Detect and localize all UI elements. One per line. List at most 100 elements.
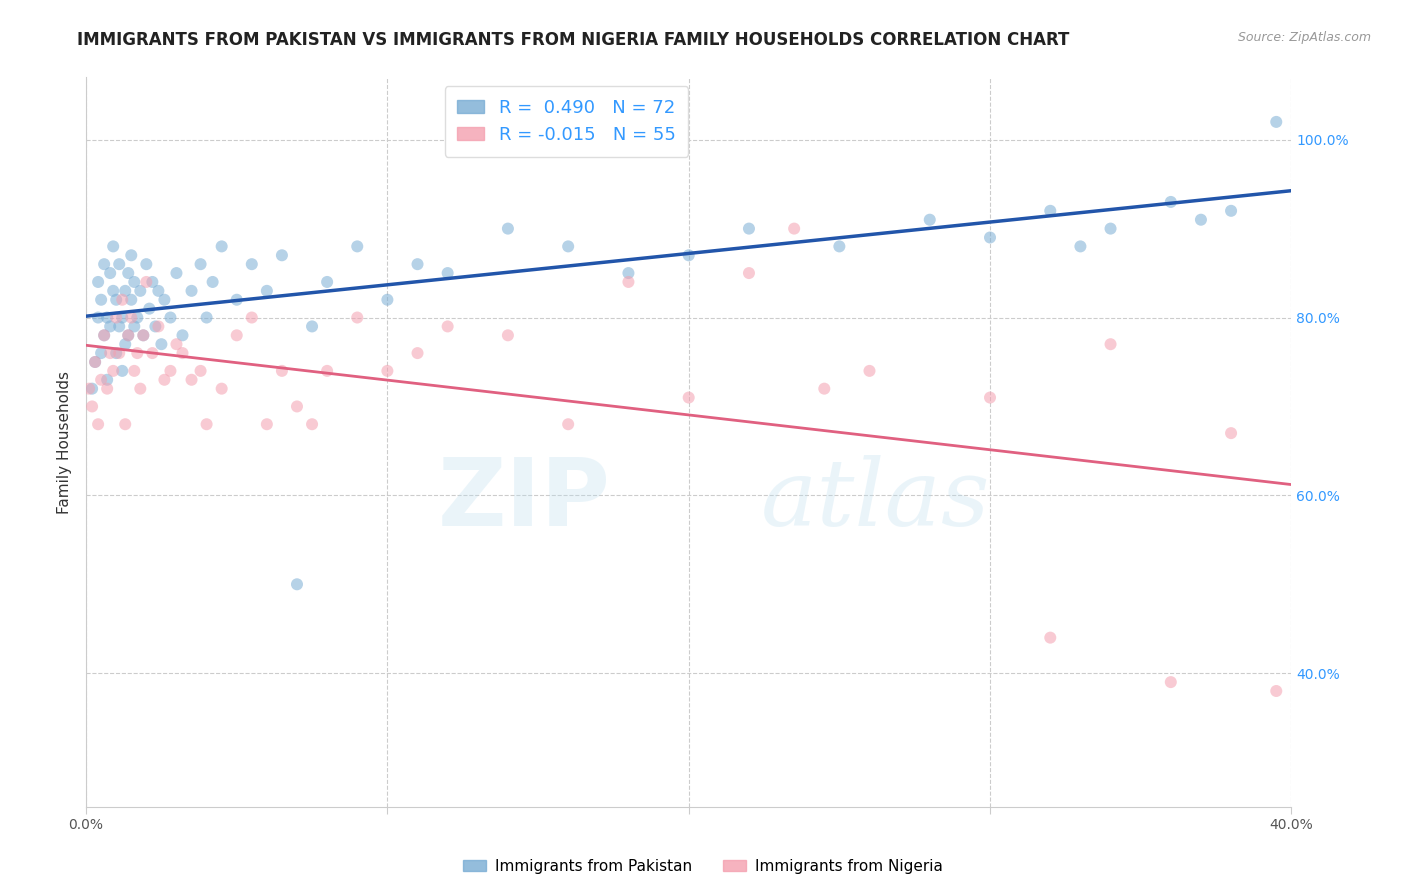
Point bbox=[114, 284, 136, 298]
Point bbox=[406, 257, 429, 271]
Point bbox=[918, 212, 941, 227]
Point bbox=[1099, 221, 1122, 235]
Point bbox=[979, 391, 1001, 405]
Point bbox=[90, 293, 112, 307]
Point bbox=[159, 364, 181, 378]
Point bbox=[111, 293, 134, 307]
Point bbox=[117, 328, 139, 343]
Point bbox=[96, 310, 118, 325]
Y-axis label: Family Households: Family Households bbox=[58, 370, 72, 514]
Point bbox=[678, 248, 700, 262]
Point bbox=[1160, 194, 1182, 209]
Point bbox=[1039, 631, 1062, 645]
Point bbox=[738, 266, 761, 280]
Point bbox=[120, 310, 142, 325]
Point bbox=[377, 364, 399, 378]
Point bbox=[98, 346, 121, 360]
Point bbox=[211, 382, 233, 396]
Point bbox=[120, 248, 142, 262]
Point bbox=[496, 221, 519, 235]
Point bbox=[98, 319, 121, 334]
Point bbox=[496, 328, 519, 343]
Point bbox=[150, 337, 173, 351]
Point bbox=[813, 382, 835, 396]
Point bbox=[111, 310, 134, 325]
Point bbox=[141, 346, 163, 360]
Point bbox=[141, 275, 163, 289]
Point bbox=[172, 328, 194, 343]
Point bbox=[138, 301, 160, 316]
Point bbox=[285, 577, 308, 591]
Point bbox=[117, 328, 139, 343]
Point bbox=[271, 364, 294, 378]
Point bbox=[96, 382, 118, 396]
Point bbox=[858, 364, 880, 378]
Point bbox=[195, 417, 218, 432]
Point bbox=[436, 266, 458, 280]
Point bbox=[180, 373, 202, 387]
Point bbox=[111, 364, 134, 378]
Point bbox=[145, 319, 167, 334]
Point bbox=[190, 257, 212, 271]
Point bbox=[617, 275, 640, 289]
Point bbox=[124, 364, 146, 378]
Point bbox=[557, 417, 579, 432]
Point bbox=[166, 266, 188, 280]
Point bbox=[105, 310, 128, 325]
Point bbox=[738, 221, 761, 235]
Point bbox=[105, 346, 128, 360]
Point bbox=[93, 328, 115, 343]
Point bbox=[285, 400, 308, 414]
Point bbox=[190, 364, 212, 378]
Point bbox=[256, 284, 278, 298]
Point bbox=[98, 266, 121, 280]
Point bbox=[120, 293, 142, 307]
Point bbox=[346, 239, 368, 253]
Point bbox=[114, 417, 136, 432]
Point bbox=[96, 373, 118, 387]
Text: ZIP: ZIP bbox=[437, 454, 610, 546]
Point bbox=[148, 319, 170, 334]
Point bbox=[406, 346, 429, 360]
Point bbox=[87, 310, 110, 325]
Point bbox=[1265, 684, 1288, 698]
Point bbox=[617, 266, 640, 280]
Point bbox=[678, 391, 700, 405]
Text: Source: ZipAtlas.com: Source: ZipAtlas.com bbox=[1237, 31, 1371, 45]
Point bbox=[979, 230, 1001, 244]
Point bbox=[127, 310, 149, 325]
Point bbox=[240, 257, 263, 271]
Point bbox=[127, 346, 149, 360]
Point bbox=[557, 239, 579, 253]
Point bbox=[82, 400, 104, 414]
Legend: Immigrants from Pakistan, Immigrants from Nigeria: Immigrants from Pakistan, Immigrants fro… bbox=[457, 853, 949, 880]
Point bbox=[103, 364, 125, 378]
Point bbox=[1099, 337, 1122, 351]
Point bbox=[346, 310, 368, 325]
Point bbox=[129, 284, 152, 298]
Text: IMMIGRANTS FROM PAKISTAN VS IMMIGRANTS FROM NIGERIA FAMILY HOUSEHOLDS CORRELATIO: IMMIGRANTS FROM PAKISTAN VS IMMIGRANTS F… bbox=[77, 31, 1070, 49]
Point bbox=[132, 328, 155, 343]
Point bbox=[225, 328, 247, 343]
Point bbox=[153, 373, 176, 387]
Point bbox=[1189, 212, 1212, 227]
Point bbox=[108, 319, 131, 334]
Point bbox=[108, 257, 131, 271]
Point bbox=[87, 417, 110, 432]
Point bbox=[132, 328, 155, 343]
Point bbox=[180, 284, 202, 298]
Point bbox=[436, 319, 458, 334]
Point bbox=[84, 355, 107, 369]
Point bbox=[82, 382, 104, 396]
Point bbox=[103, 284, 125, 298]
Point bbox=[1039, 203, 1062, 218]
Point bbox=[90, 373, 112, 387]
Point bbox=[316, 364, 339, 378]
Point bbox=[1265, 115, 1288, 129]
Point bbox=[108, 346, 131, 360]
Point bbox=[301, 319, 323, 334]
Point bbox=[828, 239, 851, 253]
Point bbox=[225, 293, 247, 307]
Point bbox=[172, 346, 194, 360]
Point bbox=[93, 257, 115, 271]
